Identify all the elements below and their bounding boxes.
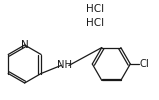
Text: Cl: Cl <box>140 59 150 69</box>
Text: HCl: HCl <box>86 18 104 28</box>
Text: HCl: HCl <box>86 4 104 14</box>
Text: N: N <box>21 40 28 50</box>
Text: NH: NH <box>57 60 72 70</box>
